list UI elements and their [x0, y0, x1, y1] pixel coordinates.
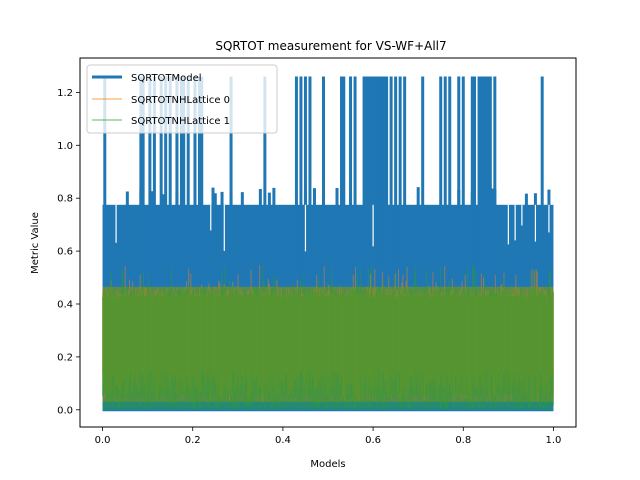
axes-frame	[79, 57, 577, 428]
lattice-trace	[102, 264, 554, 410]
x-tick-label: 0.8	[455, 435, 471, 446]
y-tick-label: 0.6	[57, 247, 73, 258]
y-tick-label: 1.2	[57, 88, 73, 99]
series-sqrtotnhlattice-1	[102, 264, 554, 410]
legend-label-sqrtotmodel: SQRTOTModel	[131, 73, 202, 84]
y-tick-label: 0.8	[57, 194, 73, 205]
y-axis-ticks: 0.0 0.2 0.4 0.6 0.8 1.0 1.2	[57, 88, 80, 416]
legend-box	[86, 64, 278, 134]
y-tick-label: 0.0	[57, 405, 73, 416]
y-axis-label: Metric Value	[30, 212, 41, 274]
x-tick-label: 1.0	[546, 435, 562, 446]
x-tick-label: 0.4	[275, 435, 291, 446]
legend-label-sqrtotnhlattice-1: SQRTOTNHLattice 1	[131, 116, 230, 127]
x-tick-label: 0.6	[365, 435, 381, 446]
y-tick-label: 1.0	[57, 141, 73, 152]
y-tick-label: 0.4	[57, 300, 73, 311]
chart-title: SQRTOT measurement for VS-WF+All7	[215, 39, 446, 53]
x-tick-label: 0.0	[95, 435, 111, 446]
x-axis-ticks: 0.0 0.2 0.4 0.6 0.8 1.0	[95, 427, 562, 446]
legend: SQRTOTModel SQRTOTNHLattice 0 SQRTOTNHLa…	[86, 64, 278, 134]
x-axis-label: Models	[310, 459, 345, 470]
legend-label-sqrtotnhlattice-0: SQRTOTNHLattice 0	[131, 95, 230, 106]
y-tick-label: 0.2	[57, 352, 73, 363]
x-tick-label: 0.2	[185, 435, 201, 446]
